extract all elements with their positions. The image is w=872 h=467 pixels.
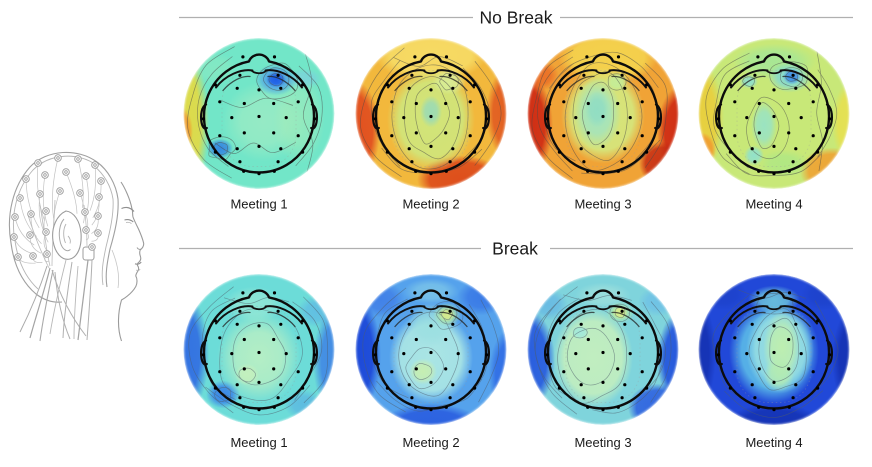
- svg-text:Meeting 1: Meeting 1: [230, 435, 287, 450]
- svg-text:Break: Break: [492, 238, 538, 258]
- svg-text:Meeting 1: Meeting 1: [230, 197, 287, 212]
- svg-text:Meeting 3: Meeting 3: [574, 435, 631, 450]
- svg-text:Meeting 4: Meeting 4: [745, 435, 802, 450]
- svg-text:Meeting 3: Meeting 3: [574, 197, 631, 212]
- svg-text:Meeting 4: Meeting 4: [745, 197, 802, 212]
- svg-text:Meeting 2: Meeting 2: [402, 435, 459, 450]
- svg-text:No Break: No Break: [480, 7, 553, 27]
- svg-text:Meeting 2: Meeting 2: [402, 197, 459, 212]
